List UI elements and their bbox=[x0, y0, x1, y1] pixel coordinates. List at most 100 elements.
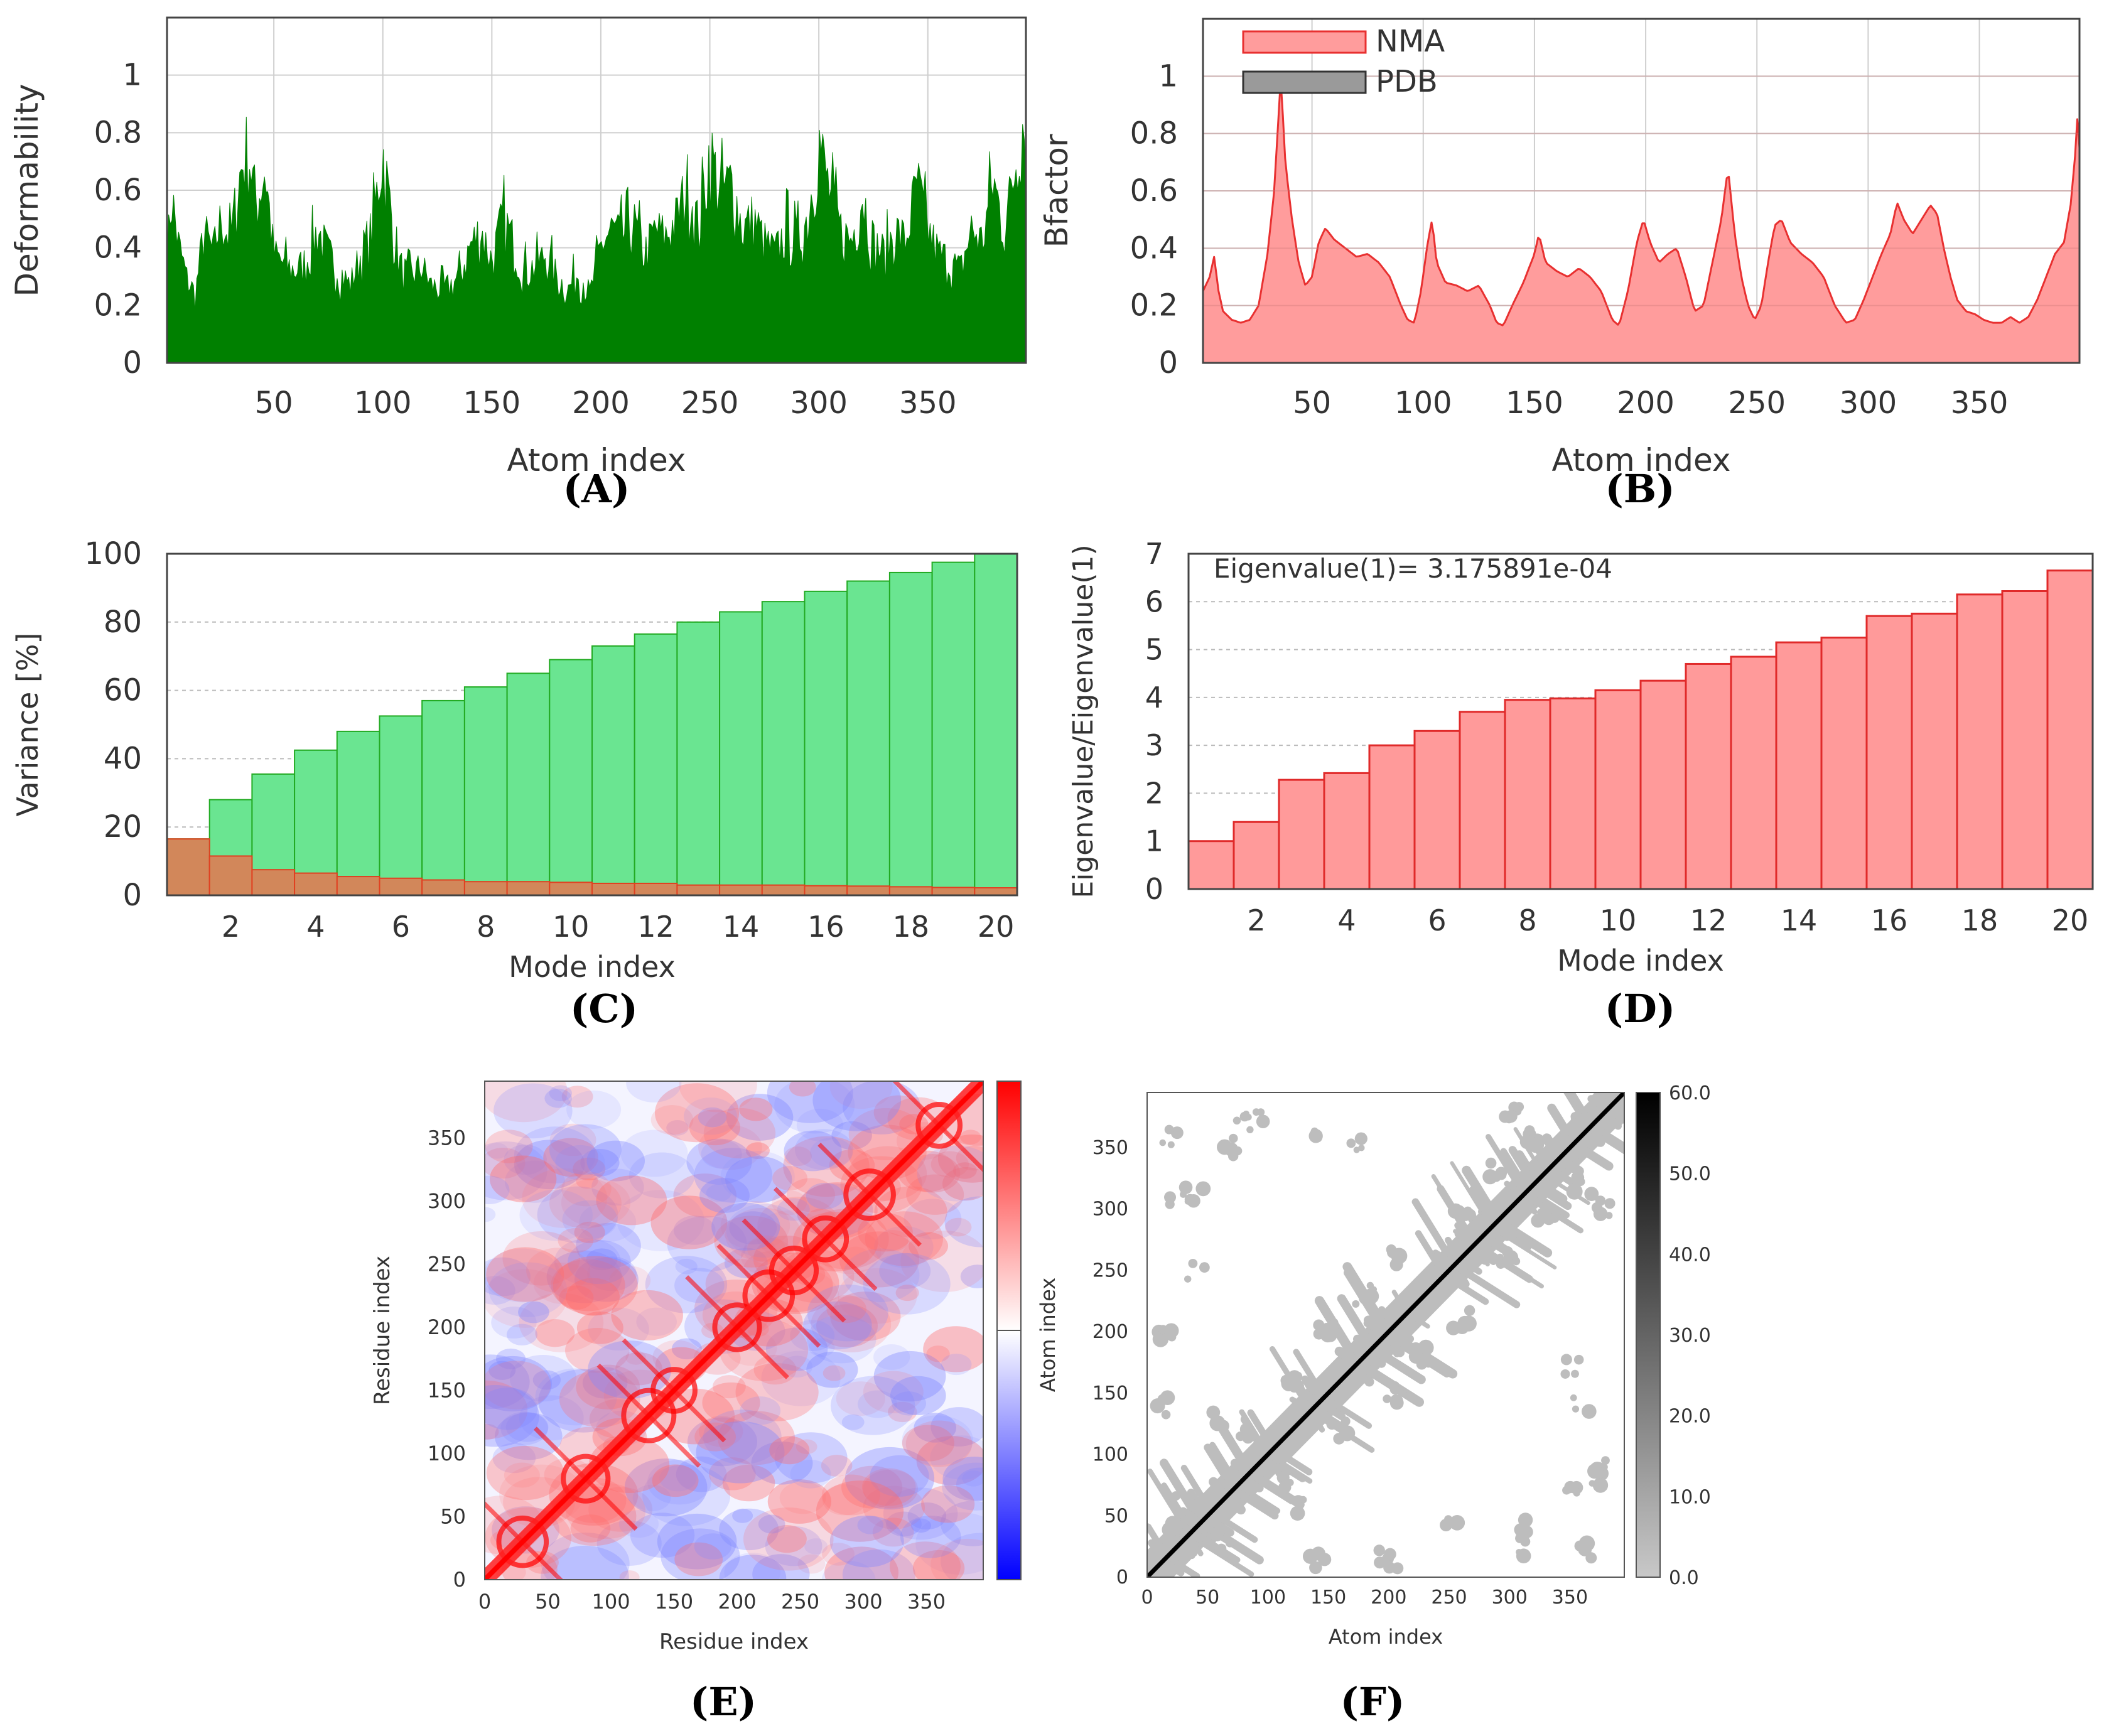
heatmap-patch bbox=[941, 1354, 972, 1376]
y-tick-label: 0 bbox=[1116, 1566, 1128, 1588]
heatmap-patch bbox=[666, 1119, 689, 1136]
heatmap-patch bbox=[549, 1178, 622, 1229]
heatmap-patch bbox=[821, 1474, 880, 1516]
contact-blob bbox=[1243, 1110, 1250, 1118]
contact-blob bbox=[1181, 1540, 1194, 1553]
panel-label-f: (F) bbox=[1340, 1679, 1405, 1725]
heatmap-patch bbox=[509, 1354, 577, 1402]
heatmap-patch bbox=[544, 1089, 572, 1108]
contact-blob bbox=[1165, 1516, 1181, 1531]
heatmap-patch bbox=[514, 1140, 585, 1190]
heatmap-patch bbox=[719, 1508, 779, 1551]
contact-blob bbox=[1354, 1132, 1367, 1145]
heatmap-patch bbox=[784, 1146, 812, 1167]
heatmap-patch bbox=[822, 1543, 855, 1566]
contact-blob bbox=[1164, 1191, 1177, 1204]
heatmap-patch bbox=[566, 1278, 620, 1316]
contact-blob bbox=[1386, 1244, 1397, 1255]
y-tick-label: 150 bbox=[1092, 1383, 1128, 1404]
x-tick-label: 14 bbox=[1781, 903, 1818, 937]
colorbar-tick-label: 60.0 bbox=[1669, 1082, 1711, 1104]
x-tick-label: 12 bbox=[637, 910, 674, 944]
x-tick-label: 16 bbox=[1871, 903, 1908, 937]
heatmap-patch bbox=[559, 1285, 594, 1310]
heatmap-patch bbox=[942, 1462, 983, 1511]
heatmap-patch bbox=[930, 1151, 969, 1178]
heatmap-patch bbox=[624, 1458, 708, 1517]
x-tick-label: 100 bbox=[591, 1590, 630, 1614]
x-tick-label: 50 bbox=[535, 1590, 561, 1614]
bar-cumulative bbox=[379, 715, 423, 897]
heatmap-patch bbox=[863, 1485, 925, 1529]
heatmap-patch bbox=[873, 1344, 910, 1370]
heatmap-patch bbox=[841, 1465, 903, 1509]
contact-blob bbox=[1186, 1492, 1196, 1502]
heatmap-patch bbox=[888, 1401, 917, 1423]
x-tick-label: 150 bbox=[1310, 1587, 1346, 1609]
plot-frame bbox=[484, 1081, 984, 1580]
contact-blob bbox=[1570, 1394, 1577, 1401]
diagonal-feature bbox=[496, 1515, 549, 1568]
heatmap-patch bbox=[892, 1391, 927, 1416]
contact-blob bbox=[1573, 1354, 1584, 1365]
bar-individual bbox=[634, 882, 678, 896]
contact-blob bbox=[1456, 1207, 1467, 1218]
heatmap-patch bbox=[586, 1248, 618, 1271]
heatmap-patch bbox=[915, 1512, 983, 1575]
x-tick-label: 350 bbox=[1552, 1587, 1588, 1609]
heatmap-patch bbox=[822, 1484, 867, 1516]
heatmap-patch bbox=[772, 1166, 807, 1191]
panel-label-b: (B) bbox=[1605, 466, 1675, 512]
heatmap-patch bbox=[642, 1464, 731, 1526]
heatmap-patch bbox=[565, 1483, 646, 1539]
heatmap-patch bbox=[821, 1561, 876, 1580]
contact-blob bbox=[1518, 1512, 1533, 1528]
x-tick-label: 300 bbox=[1492, 1587, 1528, 1609]
heatmap-patch bbox=[632, 1484, 671, 1512]
heatmap-patch bbox=[566, 1090, 622, 1129]
bar-individual bbox=[294, 872, 338, 897]
bar-individual bbox=[166, 838, 210, 896]
heatmap-patch bbox=[673, 1216, 716, 1245]
heatmap-patch bbox=[611, 1290, 683, 1340]
x-axis-label: Atom index bbox=[1552, 442, 1731, 478]
diagonal-feature bbox=[769, 1245, 819, 1296]
heatmap-patch bbox=[724, 1553, 781, 1580]
x-tick-label: 8 bbox=[477, 910, 495, 944]
heatmap-patch bbox=[917, 1145, 983, 1202]
contact-blob bbox=[1188, 1258, 1198, 1268]
contact-blob bbox=[1276, 1471, 1290, 1484]
y-tick-label: 40 bbox=[104, 741, 142, 776]
heatmap-patch bbox=[537, 1186, 618, 1243]
x-tick-label: 150 bbox=[655, 1590, 693, 1614]
heatmap-patch bbox=[630, 1512, 695, 1558]
contact-blob bbox=[1290, 1506, 1305, 1521]
x-tick-label: 150 bbox=[1506, 385, 1563, 421]
y-tick-label: 350 bbox=[428, 1126, 466, 1150]
bar-cumulative bbox=[761, 601, 806, 896]
contact-blob bbox=[1167, 1141, 1175, 1148]
contact-blob bbox=[1150, 1398, 1165, 1414]
x-tick-label: 100 bbox=[354, 385, 412, 421]
contact-blob bbox=[1359, 1290, 1373, 1305]
heatmap-patch bbox=[902, 1425, 955, 1462]
heatmap-patch bbox=[576, 1222, 641, 1269]
heatmap-patch bbox=[661, 1528, 740, 1580]
contact-branch bbox=[1450, 1161, 1506, 1249]
contact-blob bbox=[1384, 1548, 1396, 1561]
heatmap-patch bbox=[488, 1262, 568, 1317]
heatmap-patch bbox=[804, 1538, 828, 1555]
heatmap-patch bbox=[551, 1259, 625, 1312]
heatmap-patch bbox=[921, 1485, 975, 1523]
contact-blob bbox=[1171, 1491, 1181, 1501]
heatmap-patch bbox=[940, 1501, 983, 1546]
bar-cumulative bbox=[549, 659, 593, 896]
heatmap-patch bbox=[937, 1134, 983, 1183]
x-tick-label: 200 bbox=[718, 1590, 756, 1614]
heatmap-patch bbox=[906, 1174, 964, 1215]
contact-blob bbox=[1566, 1183, 1583, 1200]
contact-blob bbox=[1446, 1320, 1461, 1335]
x-tick-label: 20 bbox=[978, 910, 1015, 944]
heatmap-patch bbox=[703, 1410, 782, 1465]
plot-frame bbox=[1187, 553, 2094, 890]
